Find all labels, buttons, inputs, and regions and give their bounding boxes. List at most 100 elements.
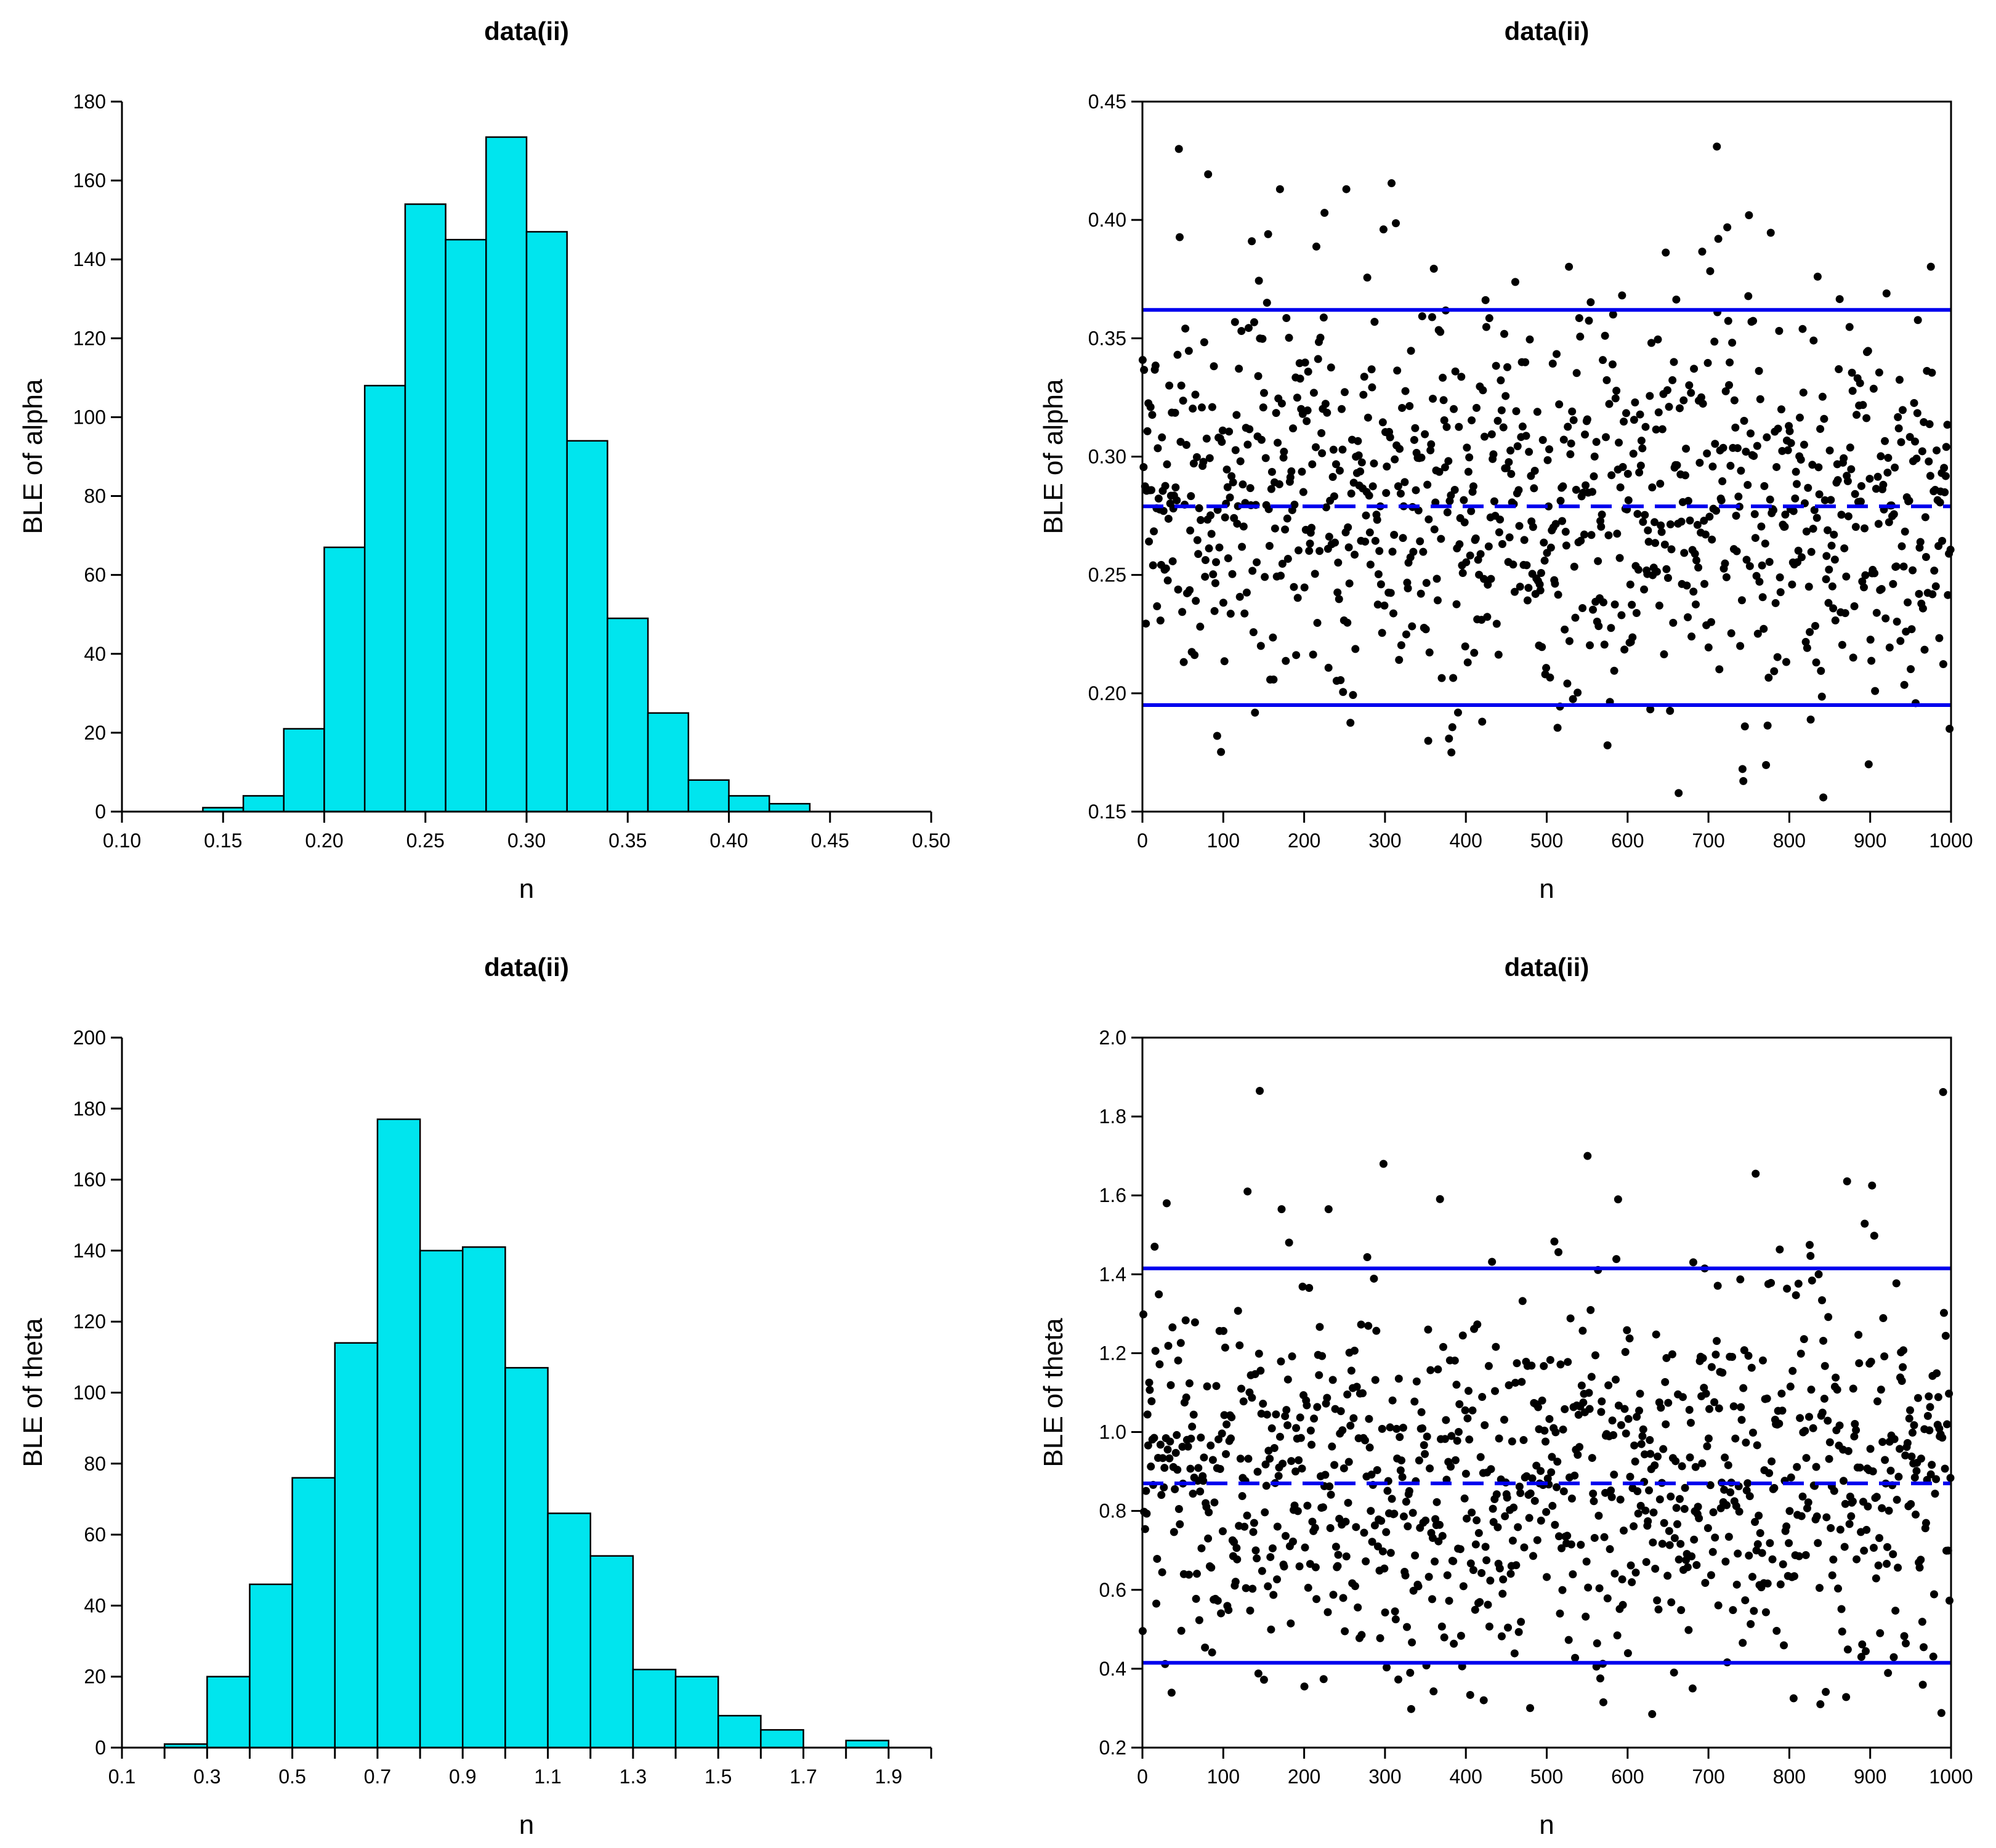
scatter-point <box>1397 641 1405 650</box>
scatter-point <box>1396 445 1404 453</box>
scatter-point <box>1554 1532 1563 1541</box>
scatter-point <box>1261 573 1269 581</box>
scatter-point <box>1925 1426 1934 1435</box>
scatter-point <box>1454 1427 1463 1436</box>
scatter-point <box>1443 1571 1452 1580</box>
scatter-point <box>1188 1422 1197 1431</box>
scatter-point <box>1763 1394 1771 1403</box>
x-tick-label: 400 <box>1450 829 1482 852</box>
scatter-point <box>1303 417 1311 426</box>
scatter-point <box>1518 422 1527 431</box>
scatter-point <box>1585 1405 1594 1413</box>
x-tick-label: 0.3 <box>193 1765 220 1788</box>
scatter-point <box>1776 573 1784 582</box>
scatter-point <box>1300 1682 1309 1691</box>
scatter-point <box>1710 337 1719 346</box>
scatter-point <box>1657 1403 1665 1412</box>
scatter-point <box>1150 527 1158 536</box>
scatter-point <box>1530 1496 1539 1505</box>
scatter-point <box>1626 1472 1634 1481</box>
x-tick-label: 700 <box>1692 1765 1724 1788</box>
scatter-point <box>1505 458 1513 466</box>
scatter-point <box>1630 416 1638 424</box>
scatter-point <box>1342 185 1351 193</box>
scatter-point <box>1654 1605 1663 1614</box>
scatter-point <box>1662 565 1671 573</box>
scatter-point <box>1386 589 1395 597</box>
scatter-point <box>1249 628 1258 637</box>
scatter-point <box>1449 674 1458 682</box>
scatter-point <box>1692 556 1701 565</box>
x-tick-label: 0.5 <box>278 1765 305 1788</box>
scatter-point <box>1760 482 1769 490</box>
x-tick-label: 1000 <box>1929 1765 1973 1788</box>
scatter-point <box>1411 1551 1420 1560</box>
scatter-point <box>1296 1413 1304 1422</box>
scatter-point <box>1210 607 1219 615</box>
scatter-point <box>1892 1279 1901 1288</box>
scatter-point <box>1467 507 1476 515</box>
scatter-point <box>1899 1363 1907 1371</box>
scatter-point <box>1216 1464 1224 1473</box>
scatter-point <box>1724 1533 1733 1541</box>
scatter-point <box>1646 705 1655 714</box>
scatter-point <box>1775 1419 1784 1428</box>
scatter-point <box>1897 438 1905 446</box>
scatter-point <box>1707 618 1716 626</box>
scatter-point <box>1905 496 1913 505</box>
scatter-point <box>1331 1543 1340 1551</box>
scatter-point <box>1199 458 1208 466</box>
scatter-point <box>1830 530 1838 539</box>
scatter-point <box>1943 421 1952 429</box>
y-tick-label: 100 <box>73 1382 106 1404</box>
y-tick-label: 20 <box>84 1666 106 1688</box>
x-tick-label: 0 <box>1137 829 1148 852</box>
x-tick-label: 300 <box>1368 1765 1401 1788</box>
scatter-point <box>1243 440 1252 449</box>
scatter-point <box>1217 748 1226 756</box>
scatter-point <box>1822 1688 1830 1697</box>
scatter-point <box>1660 540 1669 549</box>
scatter-point <box>1567 439 1575 448</box>
scatter-point <box>1327 1490 1335 1499</box>
scatter-point <box>1814 1539 1822 1547</box>
scatter-point <box>1706 1481 1715 1490</box>
scatter-point <box>1877 585 1886 594</box>
scatter-point <box>1825 1438 1834 1447</box>
scatter-point <box>1267 467 1276 476</box>
scatter-point <box>1576 333 1585 341</box>
scatter-point <box>1894 1564 1902 1572</box>
scatter-point <box>1748 1428 1757 1437</box>
scatter-point <box>1694 563 1703 572</box>
scatter-point <box>1272 409 1280 418</box>
scatter-point <box>1788 1366 1797 1375</box>
scatter-point <box>1424 515 1433 523</box>
scatter-point <box>1547 1468 1556 1477</box>
y-tick-label: 0.8 <box>1099 1500 1126 1522</box>
scatter-point <box>1168 1323 1177 1332</box>
scatter-point <box>1586 641 1594 650</box>
scatter-point <box>1860 583 1869 592</box>
scatter-point <box>1189 1490 1197 1498</box>
scatter-point <box>1629 450 1638 458</box>
scatter-point <box>1509 560 1517 569</box>
scatter-point <box>1765 1469 1774 1477</box>
scatter-point <box>1893 1496 1901 1504</box>
scatter-point <box>1698 248 1707 256</box>
scatter-point <box>1259 1400 1267 1408</box>
scatter-point <box>1806 627 1814 636</box>
scatter-point <box>1450 485 1459 494</box>
scatter-point <box>1510 1649 1519 1658</box>
scatter-point <box>1626 1561 1635 1570</box>
scatter-point <box>1171 483 1180 491</box>
scatter-point <box>1435 1520 1444 1529</box>
scatter-point <box>1185 1379 1194 1387</box>
scatter-point <box>1616 1495 1625 1504</box>
scatter-point <box>1239 522 1248 531</box>
scatter-point <box>1818 1296 1827 1304</box>
scatter-point <box>1378 629 1386 637</box>
scatter-point <box>1687 1552 1696 1560</box>
scatter-point <box>1700 517 1708 525</box>
scatter-point <box>1792 467 1800 476</box>
scatter-point <box>1590 472 1598 481</box>
